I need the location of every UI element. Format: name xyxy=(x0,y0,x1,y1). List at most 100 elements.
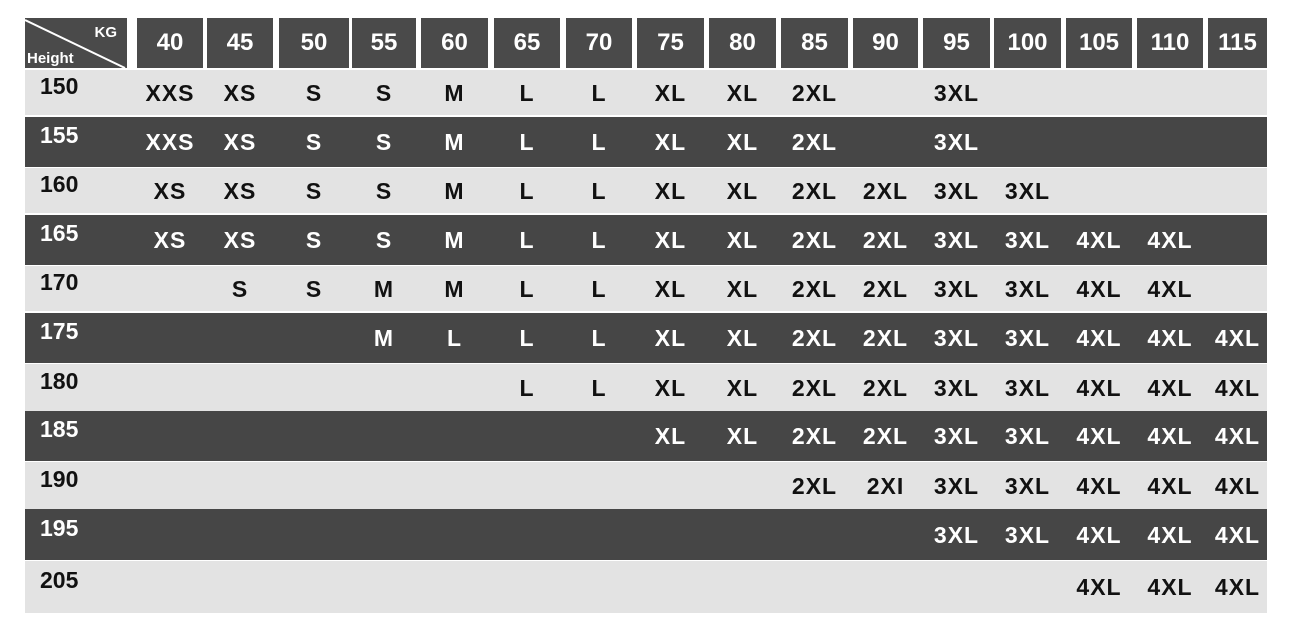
size-cell: 3XL xyxy=(933,521,980,548)
size-cell: 2XI xyxy=(866,472,905,499)
size-cell: M xyxy=(444,129,465,155)
table-row: 205 4XL 4XL 4XL xyxy=(25,561,1267,613)
size-cell: L xyxy=(519,129,535,155)
size-cell: 3XL xyxy=(933,423,980,449)
size-cell: 3XL xyxy=(1004,374,1051,401)
table-row: 175 M L L L XL XL 2XL 2XL 3XL 3XL 4XL 4XL 4XL xyxy=(25,313,1267,363)
weight-axis-label: KG xyxy=(94,24,118,41)
size-cell: XL xyxy=(726,129,759,155)
size-cell: XL xyxy=(654,177,687,204)
size-cell: L xyxy=(519,325,535,351)
size-cell: 3XL xyxy=(1004,521,1051,548)
size-cell: 4XL xyxy=(1214,574,1261,600)
table-row: 155 XXS XS S S M L L XL XL 2XL 3XL xyxy=(25,117,1267,167)
table-row: 170 S S M M L L XL XL 2XL 2XL 3XL 3XL 4XL 4XL xyxy=(25,266,1267,311)
weight-header-cell: 100 xyxy=(994,18,1061,68)
size-cell: M xyxy=(444,275,465,302)
size-cell: 4XL xyxy=(1147,472,1193,499)
size-cell: M xyxy=(373,275,395,302)
weight-header-cell: 90 xyxy=(853,18,918,68)
size-cell: 2XL xyxy=(862,325,909,351)
size-cell: 4XL xyxy=(1076,275,1122,302)
size-cell: 3XL xyxy=(933,227,980,253)
height-label: 195 xyxy=(40,514,79,541)
size-cell: 2XL xyxy=(862,227,909,253)
size-cell: 3XL xyxy=(933,325,980,351)
size-cell: 2XL xyxy=(791,472,838,499)
height-label: 180 xyxy=(40,367,79,394)
size-cell: M xyxy=(444,79,465,106)
size-cell: 2XL xyxy=(862,177,909,204)
size-cell: 3XL xyxy=(1004,227,1051,253)
size-cell: 4XL xyxy=(1076,472,1122,499)
table-row: 160 XS XS S S M L L XL XL 2XL 2XL 3XL 3XL xyxy=(25,168,1267,213)
size-cell: L xyxy=(591,374,607,401)
size-cell: XL xyxy=(654,423,687,449)
weight-header-cell: 75 xyxy=(637,18,704,68)
size-cell: 2XL xyxy=(791,227,838,253)
size-cell: 2XL xyxy=(791,325,838,351)
height-label: 190 xyxy=(40,465,79,492)
weight-header-cell: 70 xyxy=(566,18,632,68)
weight-header-cell: 115 xyxy=(1208,18,1267,68)
size-cell: XL xyxy=(654,275,687,302)
size-cell: 4XL xyxy=(1076,423,1122,449)
size-cell: 4XL xyxy=(1076,325,1122,351)
size-cell: M xyxy=(444,227,465,253)
size-cell: XL xyxy=(654,227,687,253)
size-cell: 4XL xyxy=(1214,472,1261,499)
size-cell: 2XL xyxy=(791,79,838,106)
table-row: 180 L L XL XL 2XL 2XL 3XL 3XL 4XL 4XL 4XL xyxy=(25,364,1267,411)
height-label: 165 xyxy=(40,220,79,246)
height-label: 175 xyxy=(40,318,79,344)
size-cell: XS xyxy=(153,177,187,204)
size-cell: 3XL xyxy=(933,275,980,302)
size-cell: 2XL xyxy=(791,374,838,401)
size-cell: 3XL xyxy=(933,129,980,155)
table-row: 190 2XL 2XI 3XL 3XL 4XL 4XL 4XL xyxy=(25,462,1267,509)
size-cell: 3XL xyxy=(1004,472,1051,499)
size-cell: L xyxy=(591,275,607,302)
height-label: 160 xyxy=(40,170,79,197)
size-cell: 2XL xyxy=(862,275,909,302)
size-cell: 3XL xyxy=(933,374,980,401)
size-cell: 3XL xyxy=(1004,423,1051,449)
size-cell: XL xyxy=(726,325,759,351)
size-cell: XL xyxy=(654,129,687,155)
size-cell: S xyxy=(305,79,323,106)
table-row: 185 XL XL 2XL 2XL 3XL 3XL 4XL 4XL 4XL xyxy=(25,411,1267,461)
size-cell: XXS xyxy=(145,129,195,155)
size-cell: 4XL xyxy=(1147,325,1193,351)
size-cell: S xyxy=(305,275,323,302)
size-cell: S xyxy=(231,275,249,302)
size-cell: 4XL xyxy=(1147,423,1193,449)
size-cell: M xyxy=(444,177,465,204)
size-cell: L xyxy=(519,177,535,204)
size-cell: 4XL xyxy=(1076,574,1122,600)
weight-header-cell: 45 xyxy=(207,18,273,68)
size-cell: L xyxy=(519,79,535,106)
diagonal-divider xyxy=(25,19,126,68)
weight-header-cell: 85 xyxy=(781,18,848,68)
size-cell: 2XL xyxy=(791,423,838,449)
table-row: 165 XS XS S S M L L XL XL 2XL 2XL 3XL 3XL 4XL 4XL xyxy=(25,215,1267,265)
size-cell: XS xyxy=(223,129,257,155)
size-cell: 3XL xyxy=(1004,275,1051,302)
size-cell: L xyxy=(591,325,607,351)
size-cell: 3XL xyxy=(1004,177,1051,204)
size-cell: XL xyxy=(726,423,759,449)
size-cell: 4XL xyxy=(1076,227,1122,253)
size-cell: XL xyxy=(654,79,687,106)
size-cell: L xyxy=(446,325,463,351)
size-cell: 4XL xyxy=(1147,374,1193,401)
size-cell: XS xyxy=(153,227,187,253)
table-row: 150 XXS XS S S M L L XL XL 2XL 3XL xyxy=(25,70,1267,115)
weight-header-cell: 50 xyxy=(279,18,349,68)
weight-header-cell: 40 xyxy=(137,18,203,68)
size-cell: 4XL xyxy=(1214,374,1261,401)
size-cell: XS xyxy=(223,79,257,106)
size-cell: XL xyxy=(654,374,687,401)
size-cell: L xyxy=(591,177,607,204)
size-cell: 2XL xyxy=(862,423,909,449)
size-cell: S xyxy=(305,129,323,155)
